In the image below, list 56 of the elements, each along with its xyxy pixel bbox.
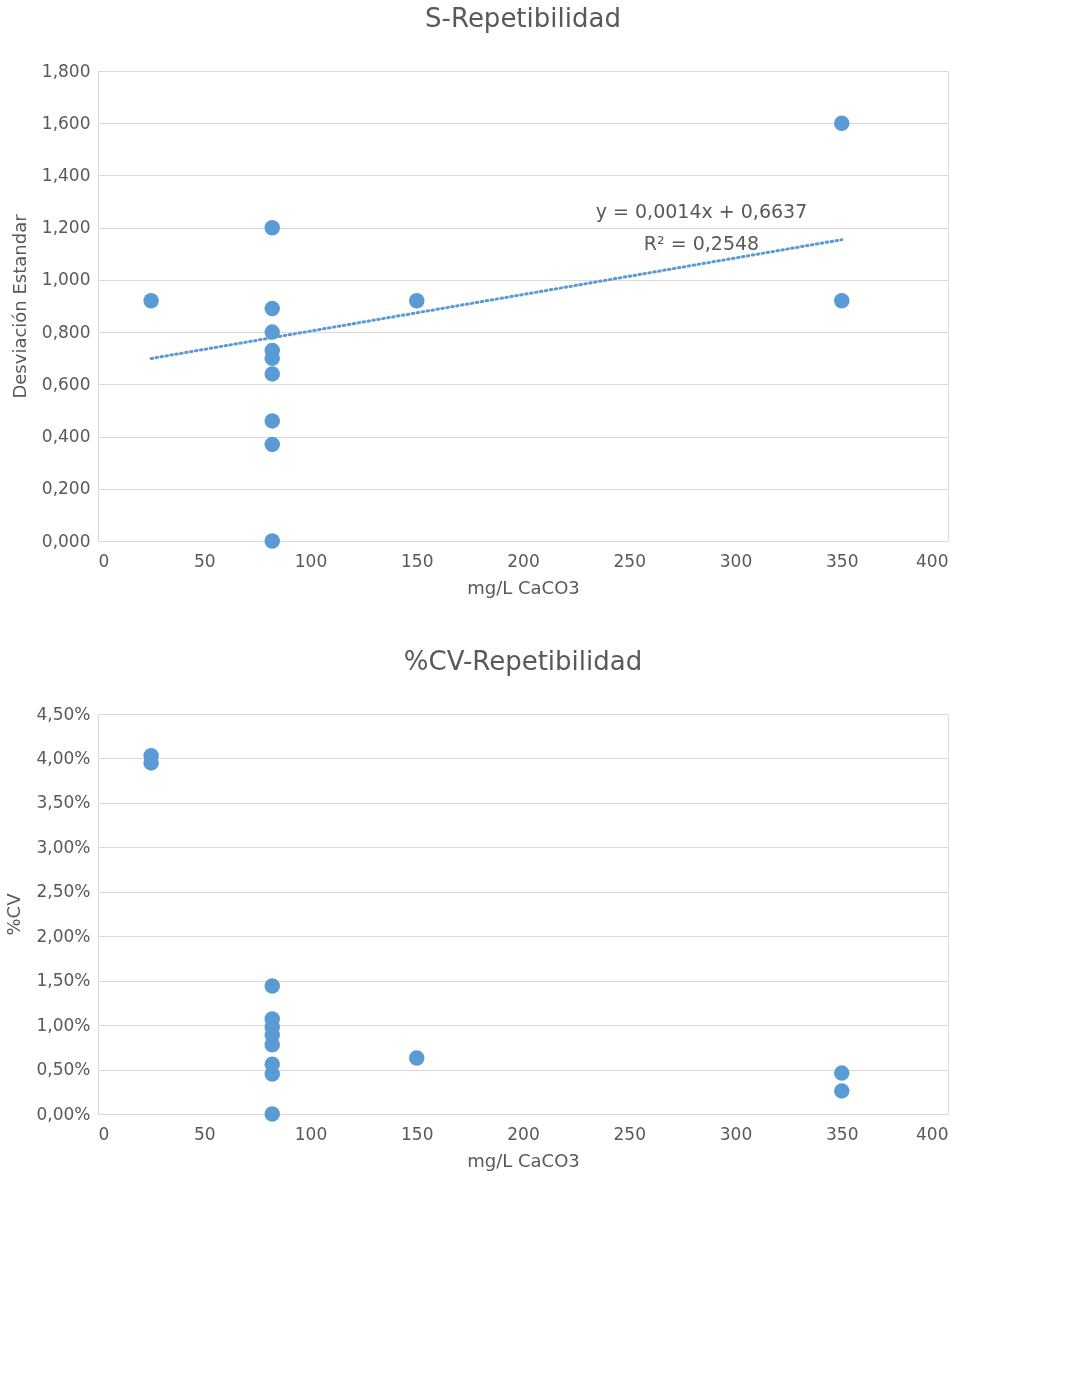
- point: [264, 300, 280, 317]
- y-tick-label: 0,600: [41, 373, 91, 394]
- x-tick-label: 300: [719, 550, 753, 571]
- x-tick-label: 400: [916, 550, 949, 571]
- y-tick-label: 1,400: [41, 164, 91, 185]
- x-tick-label: 300: [719, 1123, 753, 1144]
- x-tick-label: 200: [507, 550, 540, 571]
- x-tick-label: 350: [826, 550, 859, 571]
- chart-title: S-Repetibilidad: [425, 3, 621, 33]
- x-tick-label: 0: [98, 550, 110, 571]
- point: [409, 293, 425, 309]
- point: [264, 219, 280, 236]
- y-tick-label: 1,50%: [36, 970, 91, 991]
- x-axis-title: mg/L CaCO3: [467, 1149, 580, 1171]
- y-tick-label: 1,000: [41, 269, 91, 290]
- y-axis-title: Desviación Estandar: [8, 213, 30, 399]
- point: [834, 293, 850, 309]
- point: [264, 366, 280, 382]
- point: [264, 436, 280, 453]
- y-tick-label: 2,50%: [36, 881, 91, 902]
- point: [143, 293, 159, 309]
- y-tick-label: 1,00%: [36, 1014, 91, 1035]
- chart-title: %CV-Repetibilidad: [403, 646, 643, 676]
- y-tick-label: 1,600: [41, 112, 91, 133]
- x-axis-title: mg/L CaCO3: [467, 576, 580, 598]
- point: [834, 115, 850, 131]
- y-axis-title: %CV: [3, 892, 25, 936]
- y-tick-label: 1,200: [41, 217, 91, 238]
- y-tick-label: 3,00%: [36, 836, 91, 857]
- y-tick-label: 4,00%: [36, 747, 91, 768]
- y-tick-label: 3,50%: [36, 792, 91, 813]
- y-tick-label: 2,00%: [36, 925, 91, 946]
- y-tick-label: 0,400: [41, 426, 91, 447]
- x-tick-label: 50: [193, 1123, 216, 1144]
- y-tick-label: 0,200: [41, 478, 91, 499]
- y-tick-label: 1,800: [41, 60, 91, 81]
- x-tick-label: 150: [401, 1123, 434, 1144]
- annotation: R² = 0,2548: [643, 232, 760, 254]
- point: [264, 533, 280, 549]
- x-tick-label: 200: [507, 1123, 540, 1144]
- x-tick-label: 400: [916, 1123, 949, 1144]
- y-tick-label: 0,00%: [36, 1103, 91, 1124]
- x-tick-label: 250: [613, 550, 646, 571]
- x-tick-label: 350: [826, 1123, 859, 1144]
- annotation: y = 0,0014x + 0,6637: [595, 200, 808, 222]
- y-tick-label: 0,50%: [36, 1059, 91, 1080]
- x-tick-label: 50: [193, 550, 216, 571]
- x-tick-label: 100: [294, 550, 328, 571]
- y-tick-label: 4,50%: [36, 703, 91, 724]
- x-tick-label: 150: [401, 550, 434, 571]
- y-tick-label: 0,000: [41, 530, 91, 551]
- x-tick-label: 100: [294, 1123, 328, 1144]
- x-tick-label: 0: [98, 1123, 110, 1144]
- point: [264, 413, 280, 429]
- x-tick-label: 250: [613, 1123, 646, 1144]
- y-tick-label: 0,800: [41, 321, 91, 342]
